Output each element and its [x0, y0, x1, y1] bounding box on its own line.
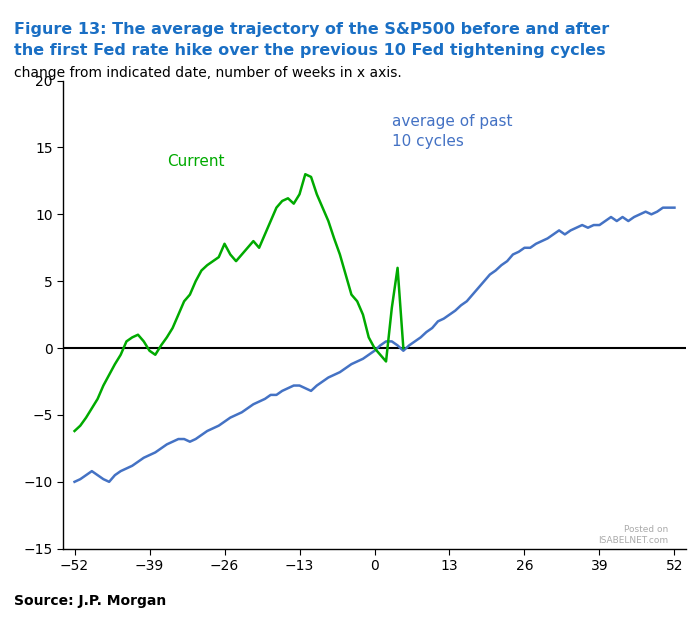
Text: the first Fed rate hike over the previous 10 Fed tightening cycles: the first Fed rate hike over the previou… — [14, 43, 606, 58]
Text: Current: Current — [167, 154, 224, 169]
Text: Figure 13: The average trajectory of the S&P500 before and after: Figure 13: The average trajectory of the… — [14, 22, 609, 37]
Text: change from indicated date, number of weeks in x axis.: change from indicated date, number of we… — [14, 66, 402, 81]
Text: Source: J.P. Morgan: Source: J.P. Morgan — [14, 593, 167, 608]
Text: Posted on
ISABELNET.com: Posted on ISABELNET.com — [598, 525, 668, 545]
Text: average of past
10 cycles: average of past 10 cycles — [392, 114, 512, 149]
